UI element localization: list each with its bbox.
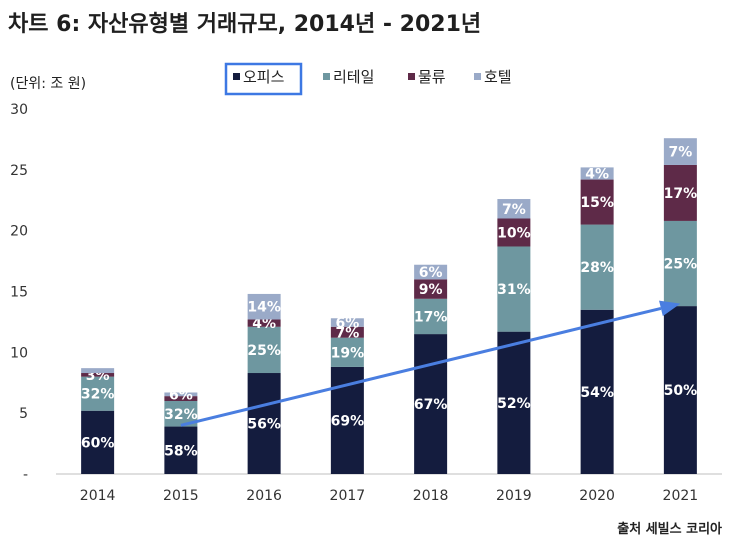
legend-label: 오피스 (243, 68, 285, 86)
bar-segment (164, 426, 198, 474)
data-label: 69% (331, 413, 365, 429)
data-label: 4% (585, 166, 609, 182)
bar-segment (580, 224, 614, 310)
legend-label: 호텔 (484, 68, 512, 86)
data-label: 60% (81, 435, 115, 451)
legend-swatch (408, 73, 415, 80)
data-label: 15% (580, 195, 614, 211)
bar-segment (247, 373, 281, 474)
x-tick-label: 2014 (80, 488, 116, 504)
data-label: 56% (247, 417, 281, 433)
bar-segment (580, 179, 614, 225)
bar-segment (497, 246, 531, 332)
bar-segment (663, 138, 697, 165)
legend-label: 물류 (418, 68, 446, 86)
bar-segment (580, 309, 614, 474)
bar-segment (247, 326, 281, 374)
data-label: 6% (419, 265, 443, 281)
chart-title: 차트 6: 자산유형별 거래규모, 2014년 - 2021년 (8, 12, 482, 37)
legend-swatch (323, 73, 330, 80)
data-label: 19% (331, 345, 365, 361)
data-label: 7% (335, 325, 359, 341)
data-label: 17% (664, 186, 698, 202)
bar-segment (330, 326, 364, 338)
x-tick-label: 2017 (330, 488, 366, 504)
data-label: 7% (668, 145, 692, 161)
bar-segment (247, 319, 281, 327)
y-tick-label: 20 (10, 224, 28, 240)
data-label: 25% (664, 257, 698, 273)
x-tick-label: 2015 (163, 488, 199, 504)
bar-segment (164, 392, 198, 397)
x-tick-label: 2020 (579, 488, 615, 504)
y-tick-label: 10 (10, 345, 28, 361)
data-label: 52% (497, 396, 531, 412)
y-tick-label: 30 (10, 102, 28, 118)
y-tick-label: 15 (10, 285, 28, 301)
data-label: 32% (164, 407, 198, 423)
source-note: 출처 세빌스 코리아 (617, 522, 722, 537)
data-label: 54% (580, 385, 614, 401)
data-label: 6% (169, 387, 193, 403)
bar-segment (663, 164, 697, 221)
bar-segment (414, 334, 448, 474)
x-tick-label: 2021 (663, 488, 699, 504)
y-axis-label: (단위: 조 원) (10, 76, 86, 92)
y-tick-label: 25 (10, 163, 28, 179)
bar-segment (414, 279, 448, 299)
data-label: 32% (81, 387, 115, 403)
bar-segment (330, 318, 364, 327)
bar-segment (81, 368, 115, 374)
data-label: 7% (502, 202, 526, 218)
bar-segment (81, 373, 115, 377)
trend-arrow-head (659, 300, 681, 317)
x-tick-label: 2019 (496, 488, 532, 504)
bar-segment (497, 331, 531, 474)
legend-swatch (233, 73, 240, 80)
bar-segment (663, 306, 697, 474)
bar-segment (497, 199, 531, 219)
bar-segment (414, 298, 448, 335)
data-label: 17% (414, 309, 448, 325)
bar-segment (81, 376, 115, 411)
bar-segment (497, 218, 531, 247)
bar-segment (247, 293, 281, 320)
bar-segment (580, 167, 614, 180)
legend-highlight-box (224, 62, 303, 96)
y-tick-label: - (23, 467, 28, 483)
data-label: 14% (247, 300, 281, 316)
x-tick-label: 2016 (246, 488, 282, 504)
data-label: 6% (335, 316, 359, 332)
legend-swatch (474, 73, 481, 80)
data-label: 31% (497, 282, 531, 298)
data-label: 4% (252, 316, 276, 332)
y-tick-label: 5 (19, 406, 28, 422)
data-label: 9% (419, 282, 443, 298)
trend-arrow-line (180, 306, 662, 427)
bar-segment (663, 220, 697, 307)
bar-segment (81, 410, 115, 474)
data-label: 50% (664, 383, 698, 399)
data-label: 10% (497, 225, 531, 241)
bar-segment (330, 337, 364, 367)
legend-label: 리테일 (333, 68, 374, 86)
bar-segment (164, 396, 198, 401)
data-label: 25% (247, 343, 281, 359)
x-tick-label: 2018 (413, 488, 449, 504)
data-label: 28% (580, 260, 614, 276)
data-label: 58% (164, 443, 198, 459)
data-label: 67% (414, 397, 448, 413)
bar-segment (414, 264, 448, 280)
